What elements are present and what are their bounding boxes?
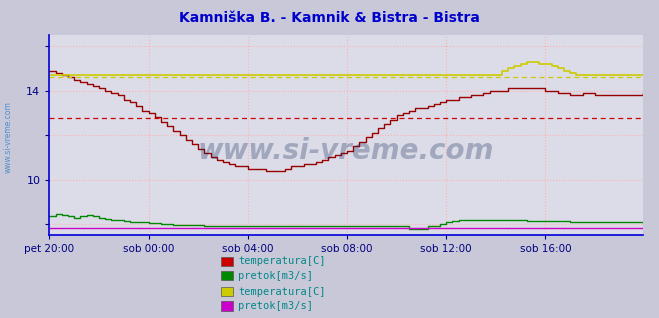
Text: pretok[m3/s]: pretok[m3/s]	[238, 301, 313, 311]
Text: www.si-vreme.com: www.si-vreme.com	[4, 101, 13, 173]
Text: temperatura[C]: temperatura[C]	[238, 256, 326, 266]
Text: temperatura[C]: temperatura[C]	[238, 287, 326, 297]
Text: pretok[m3/s]: pretok[m3/s]	[238, 271, 313, 281]
Text: Kamniška B. - Kamnik & Bistra - Bistra: Kamniška B. - Kamnik & Bistra - Bistra	[179, 11, 480, 25]
Text: www.si-vreme.com: www.si-vreme.com	[198, 137, 494, 165]
